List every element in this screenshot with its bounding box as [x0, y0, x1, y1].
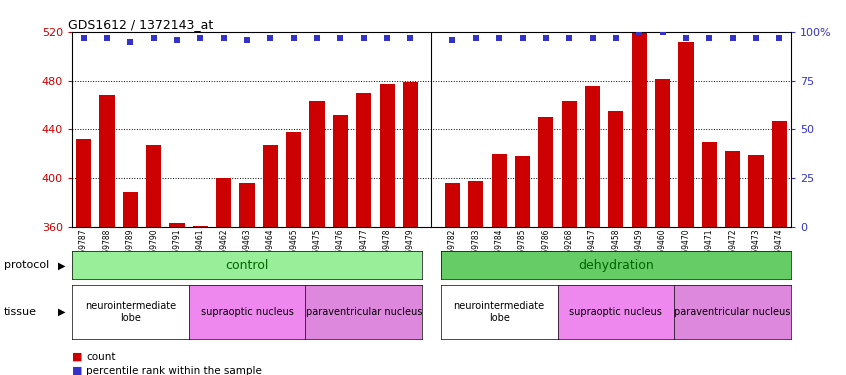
Bar [380, 84, 395, 227]
Point [726, 35, 739, 41]
Text: percentile rank within the sample: percentile rank within the sample [86, 366, 262, 375]
Point [772, 35, 786, 41]
Bar [701, 142, 717, 227]
Bar [585, 86, 600, 227]
Text: count: count [86, 352, 116, 362]
Bar [515, 156, 530, 227]
Text: ▶: ▶ [58, 307, 65, 317]
Bar [678, 42, 694, 227]
Point [750, 35, 763, 41]
Point [446, 37, 459, 43]
Bar [772, 121, 787, 227]
Bar [403, 82, 418, 227]
Point [77, 35, 91, 41]
Text: control: control [225, 259, 269, 272]
Text: GDS1612 / 1372143_at: GDS1612 / 1372143_at [69, 18, 213, 31]
Text: tissue: tissue [4, 307, 37, 317]
Bar [239, 183, 255, 227]
Point [585, 35, 599, 41]
Point [310, 35, 324, 41]
Bar [725, 151, 740, 227]
Bar [445, 183, 460, 227]
Point [492, 35, 506, 41]
Point [147, 35, 161, 41]
Text: paraventricular nucleus: paraventricular nucleus [674, 307, 791, 317]
Point [381, 35, 394, 41]
Point [100, 35, 113, 41]
Point [333, 35, 347, 41]
Bar [356, 93, 371, 227]
Text: ▶: ▶ [58, 260, 65, 270]
Text: ■: ■ [72, 352, 82, 362]
Point [264, 35, 277, 41]
Point [539, 35, 552, 41]
Bar [193, 226, 208, 227]
Bar [562, 101, 577, 227]
Point [287, 35, 300, 41]
Bar [492, 154, 507, 227]
Text: protocol: protocol [4, 260, 49, 270]
Bar [632, 31, 647, 227]
Bar [123, 192, 138, 227]
Bar [608, 111, 624, 227]
Point [124, 39, 137, 45]
Bar [169, 223, 184, 227]
Bar [286, 132, 301, 227]
Text: dehydration: dehydration [578, 259, 654, 272]
Bar [76, 139, 91, 227]
Bar [310, 101, 325, 227]
Point [357, 35, 371, 41]
Text: supraoptic nucleus: supraoptic nucleus [569, 307, 662, 317]
Point [194, 35, 207, 41]
Bar [538, 117, 553, 227]
Bar [99, 95, 114, 227]
Point [469, 35, 482, 41]
Point [516, 35, 530, 41]
Point [170, 37, 184, 43]
Point [679, 35, 693, 41]
Bar [468, 181, 483, 227]
Point [609, 35, 623, 41]
Point [656, 29, 669, 35]
Bar [332, 115, 348, 227]
Text: paraventricular nucleus: paraventricular nucleus [305, 307, 422, 317]
Bar [749, 155, 764, 227]
Text: supraoptic nucleus: supraoptic nucleus [201, 307, 294, 317]
Point [702, 35, 716, 41]
Point [404, 35, 417, 41]
Bar [146, 145, 162, 227]
Bar [263, 145, 278, 227]
Point [240, 37, 254, 43]
Text: neurointermediate
lobe: neurointermediate lobe [85, 302, 176, 323]
Point [217, 35, 230, 41]
Text: ■: ■ [72, 366, 82, 375]
Point [633, 29, 646, 35]
Bar [655, 80, 670, 227]
Bar [216, 178, 231, 227]
Point [563, 35, 576, 41]
Text: neurointermediate
lobe: neurointermediate lobe [453, 302, 545, 323]
